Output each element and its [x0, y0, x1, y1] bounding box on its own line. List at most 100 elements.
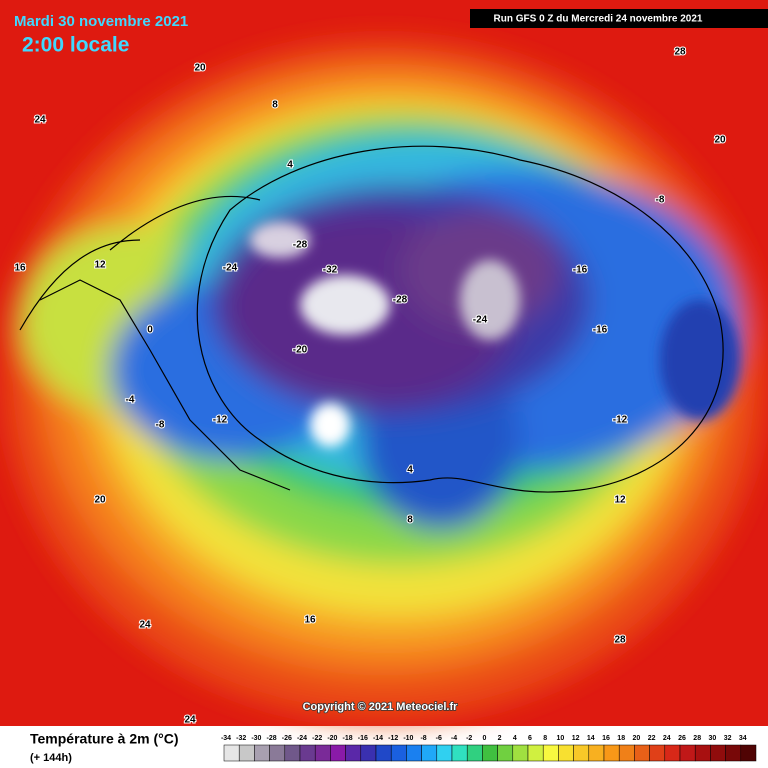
scale-cell	[238, 744, 255, 762]
scale-label: 10	[557, 735, 565, 742]
scale-label: 30	[709, 735, 717, 742]
scale-label: 14	[587, 735, 595, 742]
scale-cell	[451, 744, 468, 762]
contour-label: 8	[407, 515, 413, 526]
scale-label: -20	[327, 735, 337, 742]
date: Mardi 30 novembre 2021	[14, 13, 188, 30]
scale-cell	[436, 744, 453, 762]
scale-label: -2	[466, 735, 472, 742]
map: 24 20 28 16 12 8 4 0 -4 -8 -12 -16 -20 -24 -28 -32 -28 -2…	[0, 0, 768, 727]
contour-label: 28	[614, 635, 626, 646]
scale-cell	[360, 744, 377, 762]
scale-label: 24	[663, 735, 671, 742]
contour-labels: 24 20 28 16 12 8 4 0 -4 -8 -12 -16 -20 -24 -28 -32 -28 -2…	[13, 46, 727, 727]
legend-title: Température à 2m (°C)	[30, 731, 179, 747]
run-info: Run GFS 0 Z du Mercredi 24 novembre 2021	[494, 14, 703, 25]
contour-label: 20	[94, 495, 106, 506]
scale-cell	[421, 744, 438, 762]
scale-label: 0	[482, 735, 486, 742]
scale-cell	[330, 744, 346, 762]
contour-label: -16	[593, 325, 608, 336]
scale-label: 18	[617, 735, 625, 742]
scale-cell	[223, 744, 240, 762]
contour-label: -28	[293, 240, 308, 251]
contour-label: 20	[194, 63, 206, 74]
scale-label: -14	[373, 735, 383, 742]
scale-label: -16	[358, 735, 368, 742]
contour-label: 24	[139, 620, 151, 631]
contour-label: 28	[674, 47, 686, 58]
scale-cell	[254, 744, 270, 762]
contour-label: -20	[293, 345, 308, 356]
scale-label: -18	[343, 735, 353, 742]
scale-label: -6	[436, 735, 442, 742]
scale-cell	[573, 744, 590, 762]
contour-label: -8	[656, 195, 665, 206]
scale-cell	[527, 744, 544, 762]
scale-cell	[497, 744, 514, 762]
scale-label: 6	[528, 735, 532, 742]
contour-label: 12	[94, 260, 106, 271]
contour-label: 8	[272, 100, 278, 111]
time: 2:00 locale	[22, 34, 129, 57]
scale-label: -24	[297, 735, 307, 742]
scale-label: -4	[451, 735, 457, 742]
scale-label: 2	[498, 735, 502, 742]
scale-label: 26	[678, 735, 686, 742]
contour-label: -12	[613, 415, 628, 426]
scale-cell	[694, 744, 711, 762]
scale-cell	[618, 744, 635, 762]
scale-cell	[664, 744, 681, 762]
contour-label: -16	[573, 265, 588, 276]
contour-label: 16	[14, 263, 26, 274]
scale-cell	[588, 744, 605, 762]
scale-cell	[740, 744, 757, 762]
contour-label: 24	[34, 115, 46, 126]
contour-label: -24	[473, 315, 488, 326]
contour-label: -4	[126, 395, 135, 406]
cold-cores	[250, 222, 740, 447]
scale-label: -26	[282, 735, 292, 742]
contour-label: -8	[156, 420, 165, 431]
legend-lead: (+ 144h)	[30, 752, 72, 764]
scale-label: -10	[403, 735, 413, 742]
contour-label: 20	[714, 135, 726, 146]
scale-cell	[314, 744, 331, 762]
scale-cell	[406, 744, 422, 762]
scale-cell	[603, 744, 620, 762]
scale-cell	[299, 744, 316, 762]
scale-cell	[649, 744, 666, 762]
contour-label: 16	[304, 615, 316, 626]
scale-label: -32	[236, 735, 246, 742]
scale-label: 12	[572, 735, 580, 742]
scale-label: 32	[724, 735, 732, 742]
contour-label: 4	[287, 160, 293, 171]
scale-label: 28	[693, 735, 701, 742]
scale-cell	[710, 744, 726, 762]
scale-label: -8	[420, 735, 426, 742]
scale-label: 16	[602, 735, 610, 742]
scale-cell	[634, 744, 650, 762]
contour-label: 12	[614, 495, 626, 506]
contour-label: -28	[393, 295, 408, 306]
scale-label: -34	[221, 735, 231, 742]
scale-cell	[542, 744, 559, 762]
scale-label: -30	[251, 735, 261, 742]
scale-cell	[725, 744, 742, 762]
contour-label: 0	[147, 325, 153, 336]
contour-label: 4	[407, 465, 413, 476]
scale-cell	[466, 744, 483, 762]
scale-cell	[269, 744, 286, 762]
legend: Température à 2m (°C) (+ 144h) -34 -32 -30…	[30, 731, 757, 764]
scale-cell	[679, 744, 696, 762]
scale-label: -22	[312, 735, 322, 742]
scale-label: 8	[543, 735, 547, 742]
scale-label: 34	[739, 735, 747, 742]
scale-cell	[345, 744, 362, 762]
run-banner	[470, 9, 768, 28]
contours	[19, 145, 724, 493]
contour-label: -24	[223, 263, 238, 274]
scale-cell	[558, 744, 574, 762]
copyright: Copyright © 2021 Meteociel.fr	[303, 701, 459, 713]
